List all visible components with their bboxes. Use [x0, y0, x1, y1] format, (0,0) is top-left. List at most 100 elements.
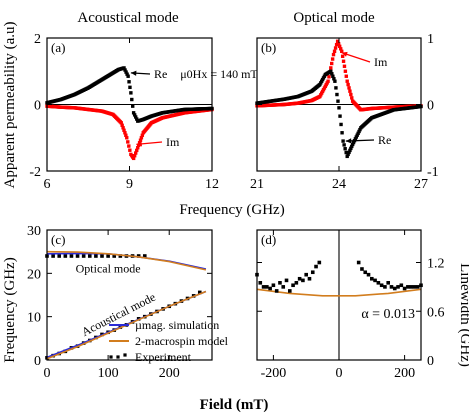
re-point [354, 135, 359, 139]
experiment-point [136, 254, 141, 258]
re-point [342, 143, 346, 147]
experiment-point [412, 285, 417, 289]
x-tick-label: 200 [159, 366, 180, 381]
re-point [122, 66, 126, 70]
experiment-point [379, 283, 384, 288]
im-point [123, 131, 127, 135]
experiment-point [376, 281, 381, 285]
legend-swatch-point [109, 355, 113, 359]
re-point [331, 74, 335, 78]
im-point [348, 89, 352, 93]
re-point [337, 106, 341, 110]
experiment-point [51, 254, 55, 258]
im-point [345, 79, 349, 83]
re-point [350, 144, 354, 149]
experiment-point [87, 254, 92, 258]
re-point [347, 150, 351, 155]
experiment-point [310, 270, 315, 275]
re-point [329, 69, 333, 73]
re-point [128, 85, 132, 90]
legend-label: µmag. simulation [135, 318, 219, 332]
experiment-point [307, 276, 312, 281]
macrospin-acoustical-line [46, 290, 207, 360]
y-tick-label: 30 [27, 224, 41, 239]
re-point [351, 140, 356, 145]
im-point [332, 49, 337, 53]
y-tick-label: 0 [427, 99, 434, 114]
ylabel-permeability: Apparent permeability (a.u) [2, 21, 18, 188]
re-point [127, 80, 131, 84]
re-point [358, 127, 362, 132]
experiment-point [63, 254, 68, 258]
im-point [340, 54, 345, 58]
annotation-optical-mode: Optical mode [76, 261, 141, 275]
re-point [123, 68, 127, 72]
im-point [346, 82, 350, 87]
experiment-point [271, 283, 276, 288]
experiment-point [317, 260, 322, 265]
im-point [329, 66, 333, 70]
im-point [119, 121, 123, 125]
im-point [120, 123, 124, 127]
im-point [344, 74, 348, 78]
y-tick-label: 2 [34, 32, 41, 47]
experiment-point [112, 254, 117, 258]
experiment-point [415, 285, 420, 289]
damping-fit-line [256, 288, 422, 297]
re-point [131, 104, 135, 108]
panel-label: (b) [261, 40, 276, 55]
im-point [133, 151, 138, 155]
im-point [124, 133, 128, 137]
experiment-point [258, 281, 263, 285]
im-point [140, 133, 145, 137]
xlabel-field: Field (mT) [200, 397, 269, 413]
re-point [345, 154, 349, 159]
im-point [334, 42, 339, 47]
experiment-point [100, 254, 104, 258]
experiment-point [373, 278, 377, 283]
im-point [349, 92, 353, 97]
re-point [336, 99, 340, 103]
experiment-point [268, 286, 272, 291]
experiment-point [69, 254, 74, 258]
experiment-point [265, 285, 269, 289]
y-tick-label: -2 [29, 165, 41, 180]
x-tick-label: 0 [336, 366, 343, 381]
experiment-point [81, 254, 86, 258]
re-point [330, 72, 334, 76]
experiment-point [291, 283, 295, 288]
macrospin-optical-line [46, 250, 207, 271]
x-tick-label: 6 [44, 177, 51, 192]
annotation-arrowhead [345, 138, 352, 144]
re-point [334, 86, 338, 90]
experiment-point [383, 285, 387, 289]
annotation-re: Re [154, 67, 167, 81]
re-point [135, 117, 139, 121]
experiment-point [304, 272, 308, 277]
experiment-point [274, 289, 279, 293]
experiment-point [356, 260, 361, 265]
panel-label: (d) [261, 232, 276, 247]
im-point [135, 148, 139, 153]
im-point [335, 39, 340, 44]
im-point [126, 140, 130, 144]
experiment-point [396, 285, 400, 289]
field-annotation-text: μ0Hx = 140 mT [180, 67, 258, 81]
im-point [330, 57, 335, 61]
x-tick-label: 21 [250, 177, 264, 192]
x-tick-label: 200 [394, 366, 415, 381]
experiment-point [294, 281, 299, 285]
experiment-point [399, 283, 404, 288]
annotation-im: Im [374, 55, 388, 69]
experiment-point [288, 289, 292, 293]
experiment-point [106, 254, 110, 258]
annotation-arrowhead [136, 141, 142, 147]
y-tick-label: -1 [427, 165, 439, 180]
y-tick-label: 20 [27, 267, 41, 282]
experiment-point [389, 285, 394, 289]
re-point [357, 129, 361, 134]
panel-label: (c) [51, 232, 65, 247]
im-point [343, 69, 348, 73]
